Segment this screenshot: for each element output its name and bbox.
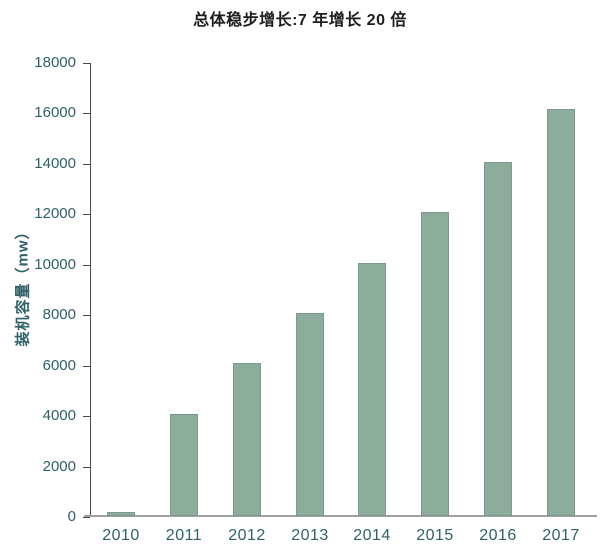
- y-tick-label: 0: [67, 508, 76, 525]
- y-tick-label: 14000: [34, 155, 76, 172]
- y-tick-mark: [83, 416, 90, 417]
- y-tick-label: 18000: [34, 54, 76, 71]
- y-tick-mark: [83, 517, 90, 518]
- chart-title: 总体稳步增长:7 年增长 20 倍: [193, 12, 407, 29]
- y-tick-label: 6000: [42, 357, 76, 374]
- x-tick-label: 2017: [542, 527, 580, 544]
- bar-2017: [547, 109, 575, 516]
- bar-2014: [358, 263, 386, 516]
- y-tick-mark: [83, 366, 90, 367]
- y-tick-mark: [83, 315, 90, 316]
- y-axis-title: 装机容量（mw）: [14, 223, 32, 347]
- y-tick-mark: [83, 164, 90, 165]
- x-tick-label: 2015: [416, 527, 454, 544]
- x-axis-line: [84, 515, 597, 517]
- bar-2016: [484, 162, 512, 516]
- x-tick-label: 2013: [291, 527, 329, 544]
- y-tick-label: 10000: [34, 256, 76, 273]
- y-tick-label: 16000: [34, 104, 76, 121]
- x-tick-label: 2014: [353, 527, 391, 544]
- y-tick-label: 4000: [42, 407, 76, 424]
- bar-2011: [170, 414, 198, 516]
- x-tick-label: 2011: [165, 527, 203, 544]
- y-tick-mark: [83, 214, 90, 215]
- y-tick-mark: [83, 113, 90, 114]
- x-tick-label: 2012: [228, 527, 266, 544]
- y-axis-line: [90, 63, 91, 517]
- y-tick-mark: [83, 467, 90, 468]
- x-tick-label: 2016: [479, 527, 517, 544]
- y-tick-label: 12000: [34, 205, 76, 222]
- y-tick-mark: [83, 265, 90, 266]
- y-tick-label: 8000: [42, 306, 76, 323]
- bar-2012: [233, 363, 261, 516]
- y-tick-mark: [83, 63, 90, 64]
- bar-2013: [296, 313, 324, 516]
- y-tick-label: 2000: [42, 458, 76, 475]
- x-tick-label: 2010: [102, 527, 140, 544]
- bar-2015: [421, 212, 449, 516]
- bar-2010: [107, 512, 135, 516]
